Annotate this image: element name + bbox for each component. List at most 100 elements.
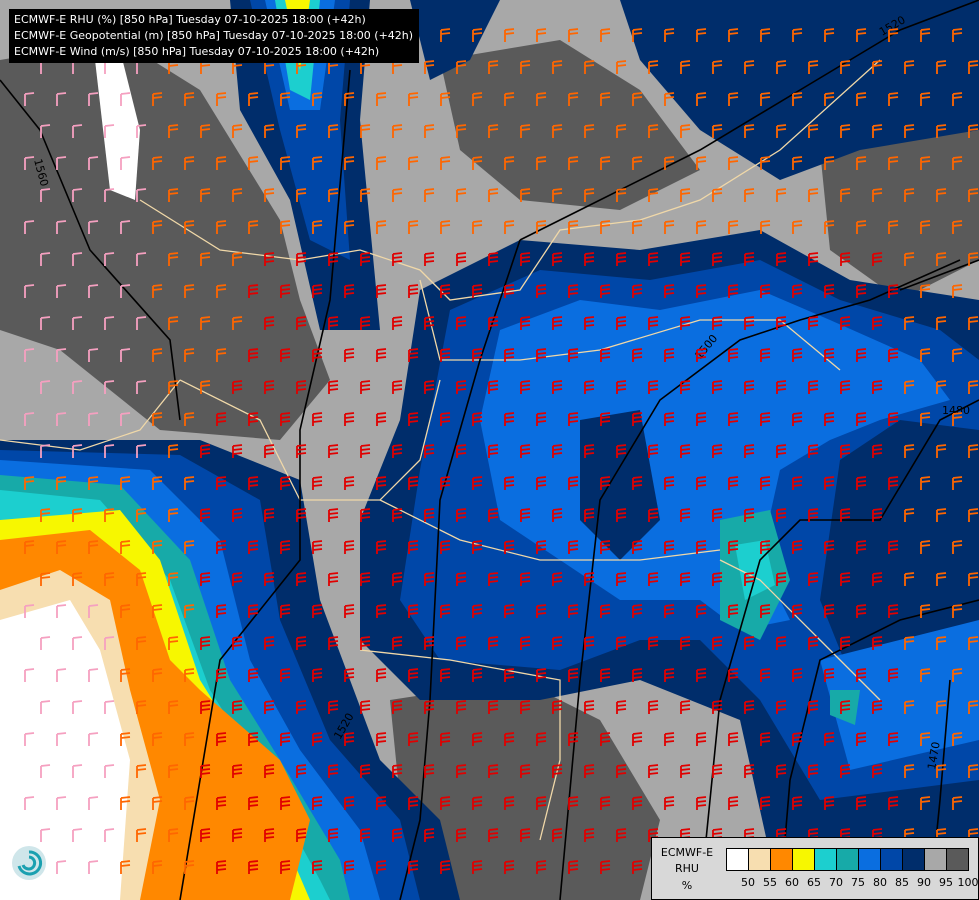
wind-barb: [456, 252, 467, 266]
legend-tick: 90: [917, 876, 931, 889]
wind-barb: [904, 444, 915, 458]
wind-barb: [72, 316, 83, 330]
wind-barb: [712, 380, 723, 394]
title-wind: ECMWF-E Wind (m/s) [850 hPa] Tuesday 07-…: [14, 45, 380, 58]
rhu-75-80-area: [480, 290, 950, 630]
wind-barb: [520, 188, 531, 202]
wind-barb: [328, 828, 339, 842]
wind-barb: [696, 668, 707, 682]
rhu-70-75-area: [830, 690, 860, 725]
wind-barb: [312, 540, 323, 554]
wind-barb: [792, 604, 803, 618]
contour-label: 1470: [925, 741, 943, 771]
wind-barb: [120, 412, 131, 426]
wind-barb: [296, 572, 307, 586]
wind-barb: [568, 732, 579, 746]
wind-barb: [808, 444, 819, 458]
wind-barb: [56, 540, 67, 554]
wind-barb: [888, 284, 899, 298]
wind-barb: [936, 124, 947, 138]
wind-barb: [824, 284, 835, 298]
legend-swatch: [727, 849, 749, 870]
wind-barb: [552, 572, 563, 586]
wind-barb: [808, 380, 819, 394]
wind-barb: [408, 860, 419, 874]
wind-barb: [344, 860, 355, 874]
wind-barb: [648, 764, 659, 778]
wind-barb: [536, 220, 547, 234]
wind-barb: [168, 380, 179, 394]
wind-barb: [280, 604, 291, 618]
wind-barb: [776, 188, 787, 202]
wind-barb: [440, 796, 451, 810]
wind-barb: [584, 828, 595, 842]
wind-barb: [72, 508, 83, 522]
wind-barb: [856, 476, 867, 490]
wind-barb: [872, 572, 883, 586]
wind-barb: [200, 316, 211, 330]
wind-barb: [248, 412, 259, 426]
wind-barb: [776, 316, 787, 330]
wind-barb: [424, 572, 435, 586]
wind-barb: [616, 444, 627, 458]
wind-barb: [600, 220, 611, 234]
wind-barb: [792, 220, 803, 234]
wind-barb: [312, 156, 323, 170]
wind-barb: [968, 316, 979, 330]
wind-barb: [120, 348, 131, 362]
wind-barb: [88, 156, 99, 170]
wind-barb: [248, 796, 259, 810]
wind-barb: [104, 700, 115, 714]
wind-barb: [776, 636, 787, 650]
wind-barb: [568, 540, 579, 554]
wind-barb: [840, 764, 851, 778]
wind-barb: [184, 604, 195, 618]
wind-barb: [472, 732, 483, 746]
wind-barb: [408, 92, 419, 106]
wind-barb: [104, 380, 115, 394]
legend-tick: 55: [763, 876, 777, 889]
wind-barb: [952, 348, 963, 362]
wind-barb: [440, 732, 451, 746]
wind-barb: [248, 540, 259, 554]
wind-barb: [488, 508, 499, 522]
wind-barb: [776, 572, 787, 586]
wind-barb: [584, 508, 595, 522]
wind-barb: [920, 156, 931, 170]
wind-barb: [136, 508, 147, 522]
wind-barb: [952, 412, 963, 426]
wind-barb: [632, 796, 643, 810]
wind-barb: [888, 220, 899, 234]
wind-barb: [168, 124, 179, 138]
wind-barb: [728, 604, 739, 618]
wind-barb: [456, 380, 467, 394]
wind-barb: [728, 732, 739, 746]
wind-barb: [648, 828, 659, 842]
wind-barb: [312, 284, 323, 298]
wind-barb: [696, 412, 707, 426]
wind-barb: [648, 444, 659, 458]
wind-barb: [952, 28, 963, 42]
wind-barb: [392, 508, 403, 522]
wind-barb: [408, 796, 419, 810]
wind-barb: [904, 188, 915, 202]
wind-barb: [584, 316, 595, 330]
wind-barb: [152, 796, 163, 810]
wind-barb: [408, 668, 419, 682]
wind-barb: [248, 604, 259, 618]
wind-barb: [328, 700, 339, 714]
wind-barb: [632, 284, 643, 298]
wind-barb: [536, 732, 547, 746]
wind-barb: [536, 540, 547, 554]
wind-barb: [152, 348, 163, 362]
wind-barb: [584, 700, 595, 714]
wind-barb: [440, 156, 451, 170]
wind-barb: [56, 860, 67, 874]
wind-barb: [536, 284, 547, 298]
wind-barb: [88, 412, 99, 426]
wind-barb: [392, 188, 403, 202]
wind-barb: [616, 380, 627, 394]
legend-model: ECMWF-E: [660, 846, 714, 859]
wind-barb: [536, 348, 547, 362]
